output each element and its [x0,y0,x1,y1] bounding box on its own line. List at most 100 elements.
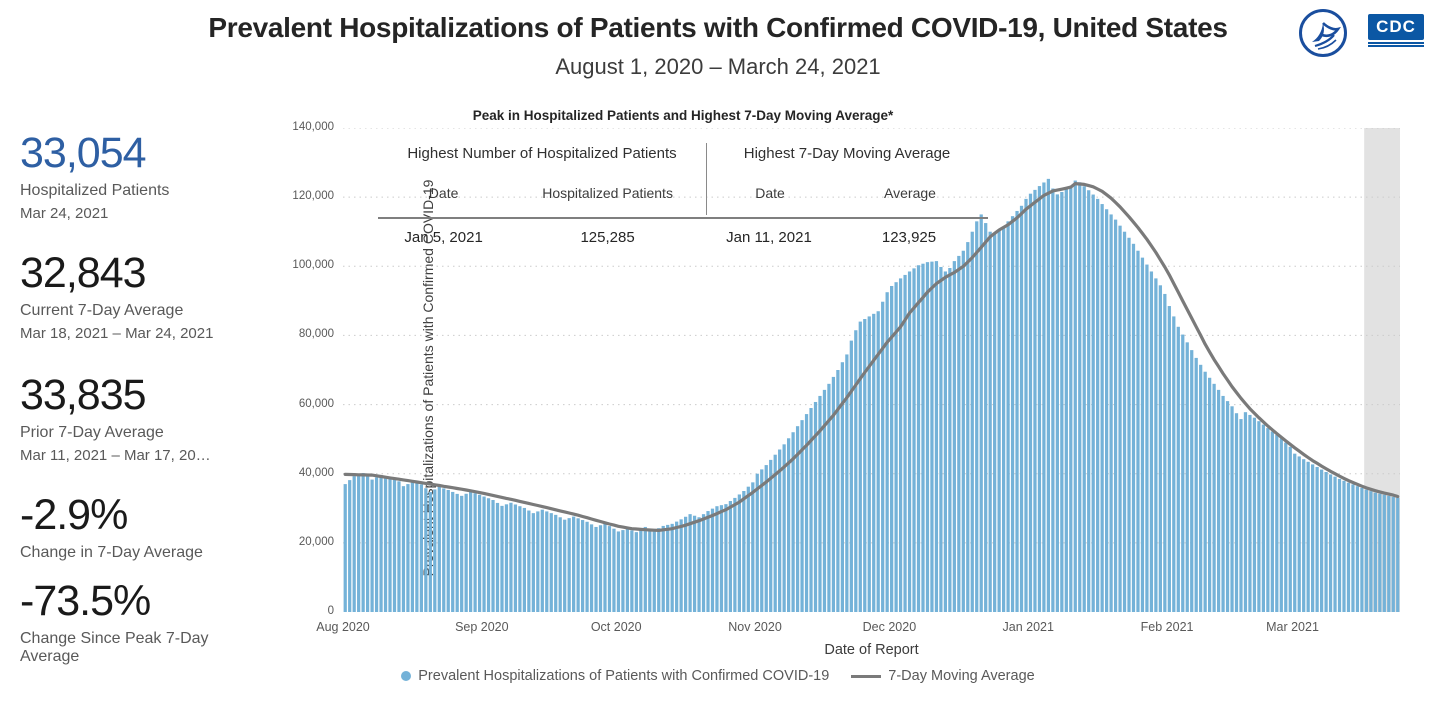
bar-day-107[interactable] [822,389,827,612]
hospitalizations-chart[interactable] [343,127,1400,613]
bar-day-110[interactable] [836,370,840,612]
bar-day-41[interactable] [527,510,531,612]
bar-day-204[interactable] [1257,421,1261,612]
bar-day-47[interactable] [554,514,558,612]
bar-day-129[interactable] [921,263,925,612]
legend-item-hospitalizations[interactable]: Prevalent Hospitalizations of Patients w… [401,668,829,684]
bar-day-146[interactable] [997,229,1001,612]
bar-day-12[interactable] [397,481,401,612]
bar-day-139[interactable] [966,242,970,612]
bar-day-202[interactable] [1248,414,1252,612]
bar-day-63[interactable] [625,528,630,612]
bar-day-164[interactable] [1078,182,1082,612]
bar-day-102[interactable] [800,420,804,612]
bar-day-145[interactable] [993,233,997,612]
bar-day-103[interactable] [804,414,809,612]
bar-day-84[interactable] [719,505,724,612]
bar-day-66[interactable] [639,529,643,612]
bar-day-106[interactable] [818,395,822,612]
bar-day-125[interactable] [903,274,907,612]
bar-day-38[interactable] [513,504,518,612]
bar-day-109[interactable] [831,376,836,612]
bar-day-78[interactable] [692,515,697,612]
bar-day-82[interactable] [710,508,715,612]
bar-day-233[interactable] [1387,495,1391,612]
bar-day-196[interactable] [1221,395,1225,612]
bar-day-88[interactable] [737,494,741,612]
bar-day-180[interactable] [1149,271,1154,612]
bar-day-142[interactable] [979,214,983,612]
bar-day-116[interactable] [863,319,867,612]
bar-day-163[interactable] [1073,180,1077,613]
bar-day-115[interactable] [858,321,862,612]
bar-day-60[interactable] [612,528,616,612]
bar-day-27[interactable] [464,493,468,612]
bar-day-211[interactable] [1288,446,1292,612]
chart-plot-area[interactable] [343,127,1400,613]
bar-day-71[interactable] [661,525,665,612]
bar-day-8[interactable] [379,475,383,612]
bar-day-230[interactable] [1373,492,1377,612]
bar-day-234[interactable] [1391,496,1395,612]
bar-day-89[interactable] [742,491,746,612]
bar-day-72[interactable] [666,524,670,612]
bar-day-223[interactable] [1342,480,1346,612]
bar-day-64[interactable] [630,530,634,612]
bar-day-175[interactable] [1127,237,1131,612]
bar-day-61[interactable] [616,531,621,612]
bar-day-85[interactable] [724,504,728,612]
bar-day-213[interactable] [1297,456,1301,612]
bar-day-59[interactable] [607,526,612,612]
bar-day-14[interactable] [406,484,410,612]
bar-day-189[interactable] [1190,350,1194,612]
bar-day-79[interactable] [697,517,701,612]
bar-day-133[interactable] [939,266,943,612]
bar-day-70[interactable] [657,528,661,612]
bar-day-153[interactable] [1028,193,1033,612]
bar-day-224[interactable] [1346,482,1351,612]
bar-day-203[interactable] [1252,417,1257,612]
bar-day-209[interactable] [1279,438,1283,612]
bar-day-24[interactable] [451,491,455,612]
bar-day-169[interactable] [1100,204,1104,612]
bar-day-90[interactable] [746,486,750,612]
bar-day-174[interactable] [1122,231,1127,612]
bar-day-11[interactable] [392,479,397,612]
bar-day-104[interactable] [809,408,813,612]
bar-day-183[interactable] [1163,293,1167,612]
bar-day-207[interactable] [1270,431,1274,612]
bar-day-231[interactable] [1378,493,1382,612]
legend-item-moving-average[interactable]: 7-Day Moving Average [837,668,1035,684]
bar-day-52[interactable] [576,518,580,612]
bar-day-141[interactable] [975,221,979,612]
bar-day-172[interactable] [1113,219,1118,613]
bar-day-216[interactable] [1311,464,1315,612]
bar-day-199[interactable] [1234,413,1239,612]
bar-day-37[interactable] [509,502,513,612]
bar-day-197[interactable] [1225,401,1230,612]
bar-day-156[interactable] [1042,182,1046,613]
bar-day-184[interactable] [1167,306,1171,612]
bar-day-126[interactable] [907,271,912,612]
bar-day-159[interactable] [1055,194,1059,612]
bar-day-147[interactable] [1001,226,1006,612]
bar-day-191[interactable] [1199,364,1203,612]
bar-day-81[interactable] [706,511,710,612]
bar-day-2[interactable] [352,476,356,612]
bar-day-222[interactable] [1337,478,1342,612]
bar-day-1[interactable] [348,480,352,612]
bar-day-94[interactable] [764,465,768,612]
bar-day-18[interactable] [424,488,428,612]
bar-day-111[interactable] [840,362,844,612]
bar-day-151[interactable] [1019,205,1024,612]
bar-day-132[interactable] [934,261,939,612]
bar-day-46[interactable] [549,513,553,612]
bar-day-86[interactable] [728,501,733,612]
bar-day-34[interactable] [495,502,500,612]
bar-day-166[interactable] [1087,190,1091,613]
bar-day-93[interactable] [760,469,764,612]
bar-day-221[interactable] [1333,476,1337,612]
bar-day-130[interactable] [925,262,930,612]
bar-day-35[interactable] [500,505,504,612]
bar-day-97[interactable] [778,449,782,612]
